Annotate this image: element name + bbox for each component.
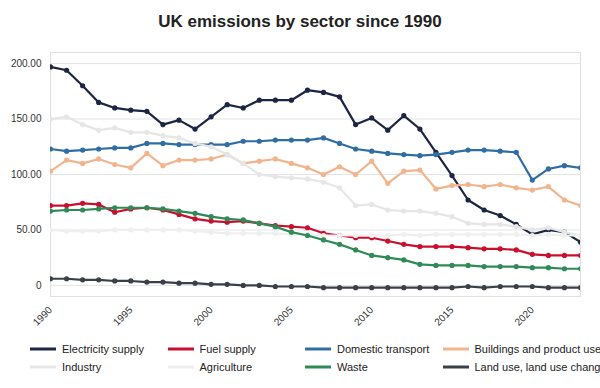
svg-text:0: 0 [36,280,42,291]
svg-text:2020: 2020 [512,304,536,328]
svg-text:2000: 2000 [191,304,215,328]
html-text:Electricity supply: Electricity supply [62,343,144,355]
html-text:Industry: Industry [62,361,102,373]
html-text:Domestic transport: Domestic transport [337,343,430,355]
html-text:UK emissions by sector since 1: UK emissions by sector since 1990 [158,12,442,31]
svg-text:150.00: 150.00 [11,113,42,124]
svg-text:50.00: 50.00 [16,224,41,235]
html-text:Fuel supply: Fuel supply [199,343,256,355]
html-text:Waste: Waste [337,361,368,373]
svg-text:2005: 2005 [272,304,296,328]
svg-text:100.00: 100.00 [11,169,42,180]
html-text:Agriculture: Agriculture [199,361,253,373]
svg-text:1995: 1995 [111,304,135,328]
svg-text:2015: 2015 [432,304,456,328]
svg-text:2010: 2010 [352,304,376,328]
svg-text:200.00: 200.00 [11,58,42,69]
svg-text:1990: 1990 [31,304,55,328]
